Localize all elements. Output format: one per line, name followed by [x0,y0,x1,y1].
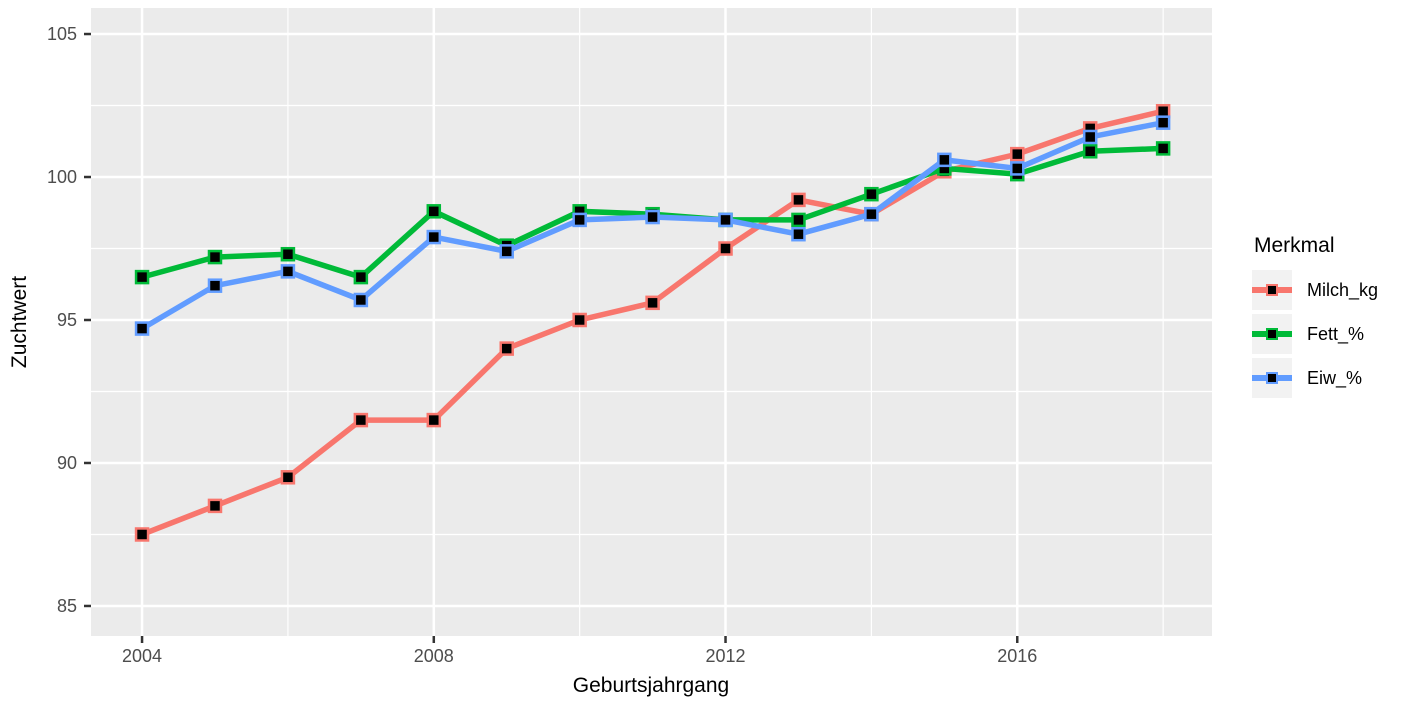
x-tick-label: 2016 [997,646,1037,666]
legend-item-label: Fett_% [1307,323,1365,344]
x-tick-label: 2004 [122,646,162,666]
data-point-marker [645,295,660,311]
y-tick-label: 90 [57,453,77,473]
x-axis-tick-labels: 2004 2008 2012 2016 [122,646,1037,666]
data-point-marker [864,206,879,222]
legend-key-swatch [1252,270,1292,310]
legend: Merkmal Milch_kg Fett_% Eiw_% [1252,234,1378,402]
data-point-marker [207,498,223,514]
legend-item-Fett_%: Fett_% [1252,314,1378,354]
data-point-marker [499,341,514,356]
data-point-marker [207,278,223,293]
data-point-marker [353,292,369,308]
legend-title: Merkmal [1254,234,1335,257]
legend-items: Milch_kg Fett_% Eiw_% [1252,270,1378,398]
y-axis-tick-labels: 85 90 95 100 105 [47,24,77,616]
data-point-marker [280,246,296,262]
data-point-marker [1155,115,1171,130]
data-point-marker [1010,161,1025,176]
data-point-marker [791,192,806,208]
data-point-marker [572,212,587,228]
data-point-marker [134,527,150,542]
y-tick-label: 100 [47,167,77,187]
data-point-marker [280,470,296,485]
data-point-marker [791,226,806,242]
major-gridlines [91,8,1212,636]
legend-item-Eiw_%: Eiw_% [1252,358,1378,398]
data-point-marker [426,412,442,428]
x-tick-label: 2008 [414,646,454,666]
data-point-marker [718,241,733,256]
data-point-marker [353,412,369,428]
y-tick-label: 85 [57,596,77,616]
data-point-marker [864,186,879,202]
data-point-marker [1010,146,1025,162]
data-point-marker [1155,141,1171,156]
data-point-marker [134,269,150,285]
x-tick-label: 2012 [706,646,746,666]
data-point-marker [718,212,733,228]
y-tick-label: 105 [47,24,77,44]
data-point-marker [937,152,952,168]
x-axis-title: Geburtsjahrgang [572,674,730,697]
data-point-marker [645,209,660,225]
data-point-marker [426,204,442,219]
y-tick-label: 95 [57,310,77,330]
data-point-marker [499,244,514,259]
data-point-marker [791,212,806,228]
plot-panel [91,8,1212,636]
axis-tick-marks [84,32,1019,643]
legend-key-marker [1266,372,1278,384]
legend-item-label: Eiw_% [1307,367,1363,388]
legend-item-Milch_kg: Milch_kg [1252,270,1378,310]
data-point-marker [207,249,223,265]
data-point-marker [572,312,587,328]
legend-item-label: Milch_kg [1307,279,1379,300]
data-point-marker [426,229,442,245]
legend-key-marker [1266,328,1278,340]
legend-key-swatch [1252,358,1292,398]
data-point-marker [1082,144,1098,159]
y-axis-title: Zuchtwert [8,275,31,369]
data-point-marker [134,321,150,336]
legend-key-marker [1266,284,1278,296]
data-point-marker [1082,129,1098,145]
data-point-marker [353,269,369,285]
legend-key-swatch [1252,314,1292,354]
series-Eiw_% [134,115,1171,336]
series-Milch_kg [134,103,1171,542]
data-point-marker [280,264,296,279]
